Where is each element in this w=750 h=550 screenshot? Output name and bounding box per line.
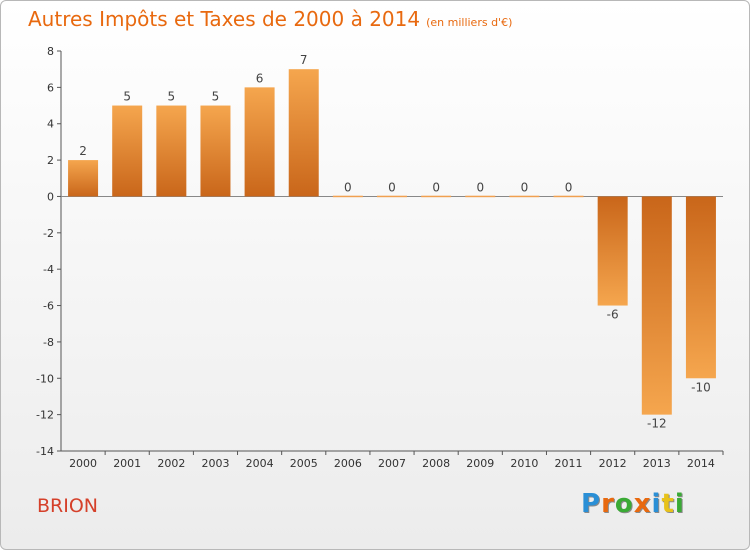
chart-title-text: Autres Impôts et Taxes de 2000 à 2014 xyxy=(28,7,421,31)
logo-letter: i xyxy=(651,489,662,519)
logo-letter: r xyxy=(601,489,615,519)
data-label-2010: 0 xyxy=(521,180,529,194)
data-label-2003: 5 xyxy=(212,90,220,104)
y-tick-label: 6 xyxy=(47,81,54,94)
bar-2005 xyxy=(288,69,319,197)
x-tick-label: 2010 xyxy=(510,457,538,470)
y-tick-label: -6 xyxy=(43,300,54,313)
proxiti-logo[interactable]: Proxiti xyxy=(581,489,685,519)
data-label-2001: 5 xyxy=(123,90,131,104)
data-label-2000: 2 xyxy=(79,144,87,158)
x-tick-label: 2004 xyxy=(246,457,274,470)
data-label-2009: 0 xyxy=(476,180,484,194)
data-label-2004: 6 xyxy=(256,71,264,85)
x-tick-label: 2003 xyxy=(201,457,229,470)
bar-2001 xyxy=(112,105,143,197)
y-tick-label: -2 xyxy=(43,227,54,240)
x-tick-label: 2001 xyxy=(113,457,141,470)
bar-2010 xyxy=(509,195,540,198)
commune-name: BRION xyxy=(37,495,99,517)
x-tick-label: 2005 xyxy=(290,457,318,470)
bar-2011 xyxy=(553,195,584,198)
bar-2004 xyxy=(244,87,275,197)
y-tick-label: 4 xyxy=(47,118,54,131)
bar-2013 xyxy=(641,196,672,415)
x-tick-label: 2008 xyxy=(422,457,450,470)
y-tick-label: -8 xyxy=(43,336,54,349)
x-tick-label: 2006 xyxy=(334,457,362,470)
data-label-2012: -6 xyxy=(607,308,619,322)
x-tick-label: 2013 xyxy=(643,457,671,470)
x-tick-label: 2012 xyxy=(599,457,627,470)
logo-letter: x xyxy=(633,489,652,519)
logo-letter: t xyxy=(661,489,675,519)
bar-2006 xyxy=(332,195,363,198)
x-tick-label: 2007 xyxy=(378,457,406,470)
logo-letter: P xyxy=(581,489,602,519)
data-label-2006: 0 xyxy=(344,180,352,194)
data-label-2014: -10 xyxy=(691,380,711,394)
bar-2014 xyxy=(685,196,716,379)
chart-data-labels: 2 5 5 5 6 7 0 0 0 0 0 0 -6 -12 -10 xyxy=(79,53,710,430)
x-tick-label: 2014 xyxy=(687,457,715,470)
x-tick-label: 2000 xyxy=(69,457,97,470)
bar-2002 xyxy=(156,105,187,197)
data-label-2013: -12 xyxy=(647,417,667,431)
y-tick-label: -12 xyxy=(36,409,54,422)
y-tick-label: 2 xyxy=(47,154,54,167)
bar-2003 xyxy=(200,105,231,197)
chart-bars xyxy=(68,69,716,415)
x-tick-label: 2002 xyxy=(157,457,185,470)
y-tick-label: 8 xyxy=(47,45,54,58)
data-label-2005: 7 xyxy=(300,53,308,67)
x-tick-label: 2011 xyxy=(555,457,583,470)
logo-letter: o xyxy=(614,489,634,519)
y-tick-label: -14 xyxy=(36,445,54,458)
data-label-2002: 5 xyxy=(168,90,176,104)
chart-title: Autres Impôts et Taxes de 2000 à 2014 (en… xyxy=(28,7,512,31)
chart-subtitle: (en milliers d'€) xyxy=(426,16,513,29)
y-tick-label: -4 xyxy=(43,263,54,276)
bar-2012 xyxy=(597,196,628,306)
bar-2009 xyxy=(465,195,496,198)
y-tick-label: 0 xyxy=(47,190,54,203)
y-tick-label: -10 xyxy=(36,372,54,385)
data-label-2008: 0 xyxy=(432,180,440,194)
data-label-2007: 0 xyxy=(388,180,396,194)
bar-2008 xyxy=(421,195,452,198)
bar-2007 xyxy=(377,195,407,198)
logo-letter: i xyxy=(674,489,685,519)
x-tick-label: 2009 xyxy=(466,457,494,470)
data-label-2011: 0 xyxy=(565,180,573,194)
bar-2000 xyxy=(68,160,99,197)
